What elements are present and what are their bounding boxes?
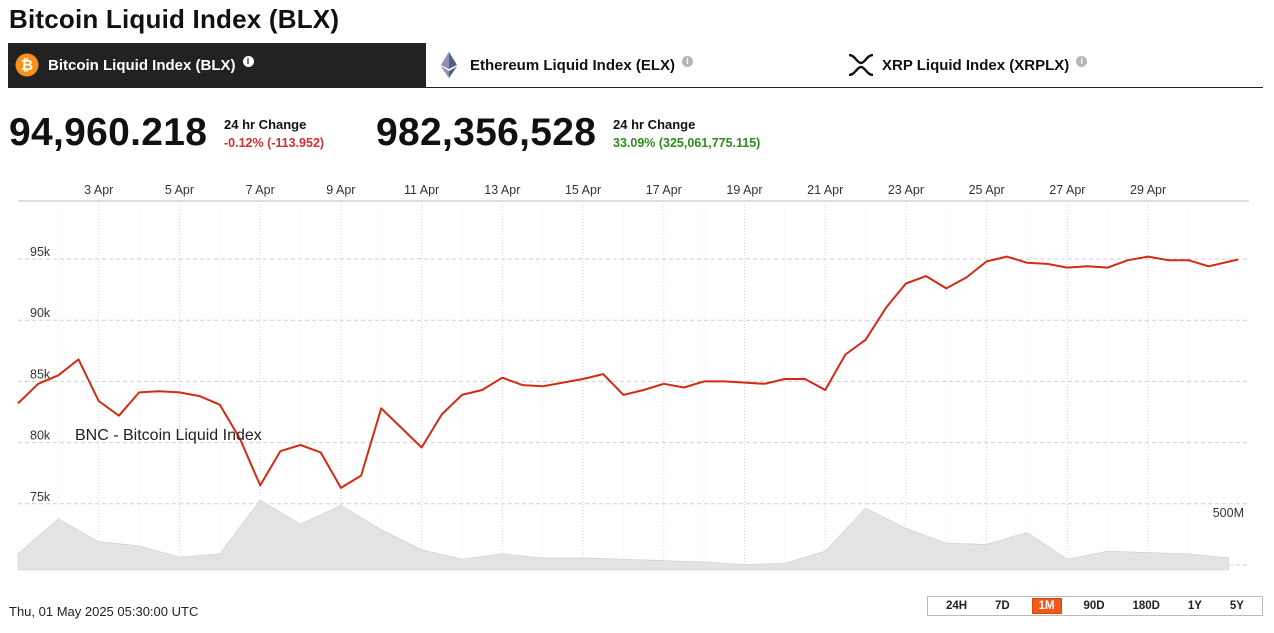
index-change-label: 24 hr Change <box>224 117 307 132</box>
index-tabs: ₿ Bitcoin Liquid Index (BLX) i Ethereum … <box>8 43 1263 88</box>
tab-elx[interactable]: Ethereum Liquid Index (ELX) i <box>436 43 836 87</box>
x-tick-label: 21 Apr <box>807 183 843 197</box>
volume-change-value: 33.09% (325,061,775.115) <box>613 136 761 150</box>
y-tick-label: 90k <box>30 306 51 320</box>
range-button-24h[interactable]: 24H <box>945 600 968 612</box>
x-tick-label: 11 Apr <box>404 183 439 197</box>
info-icon[interactable]: i <box>1076 55 1088 67</box>
svg-text:₿: ₿ <box>21 57 33 74</box>
range-button-180d[interactable]: 180D <box>1132 600 1160 612</box>
index-change-value: -0.12% (-113.952) <box>224 136 325 150</box>
tab-xrplx-label: XRP Liquid Index (XRPLX) <box>882 56 1070 74</box>
tab-blx-label: Bitcoin Liquid Index (BLX) <box>48 56 236 74</box>
x-tick-label: 7 Apr <box>246 183 275 197</box>
x-tick-label: 29 Apr <box>1130 183 1166 197</box>
index-value: 94,960.218 <box>9 111 208 154</box>
volume-scale-label: 500M <box>1213 506 1244 520</box>
bitcoin-icon: ₿ <box>14 52 40 78</box>
range-button-7d[interactable]: 7D <box>994 600 1010 612</box>
x-tick-label: 25 Apr <box>969 183 1005 197</box>
x-tick-label: 19 Apr <box>726 183 762 197</box>
chart-timestamp: Thu, 01 May 2025 05:30:00 UTC <box>9 604 199 619</box>
x-tick-label: 9 Apr <box>326 183 355 197</box>
volume-change-label: 24 hr Change <box>613 117 696 132</box>
range-button-1y[interactable]: 1Y <box>1187 600 1202 612</box>
ethereum-icon <box>436 52 462 78</box>
y-tick-label: 85k <box>30 367 51 381</box>
x-tick-label: 13 Apr <box>484 183 520 197</box>
range-button-90d[interactable]: 90D <box>1083 600 1105 612</box>
x-tick-label: 3 Apr <box>84 183 113 197</box>
range-button-5y[interactable]: 5Y <box>1229 600 1244 612</box>
tab-elx-label: Ethereum Liquid Index (ELX) <box>470 56 676 74</box>
tab-blx[interactable]: ₿ Bitcoin Liquid Index (BLX) i <box>8 43 426 87</box>
page-title: Bitcoin Liquid Index (BLX) <box>9 4 340 34</box>
range-selector: 24H 7D 1M 90D 180D 1Y 5Y <box>927 596 1263 616</box>
y-tick-label: 80k <box>30 429 51 443</box>
x-tick-label: 15 Apr <box>565 183 601 197</box>
info-icon[interactable]: i <box>242 55 254 67</box>
y-tick-label: 95k <box>30 245 51 259</box>
range-button-1m[interactable]: 1M <box>1031 598 1062 614</box>
volume-area <box>17 499 1230 571</box>
info-icon[interactable]: i <box>682 55 694 67</box>
x-tick-label: 23 Apr <box>888 183 924 197</box>
series-label: BNC - Bitcoin Liquid Index <box>75 427 262 444</box>
y-tick-label: 75k <box>30 490 51 504</box>
volume-value: 982,356,528 <box>376 111 597 154</box>
xrp-icon <box>848 52 874 78</box>
x-tick-label: 17 Apr <box>646 183 682 197</box>
price-line <box>17 255 1239 489</box>
x-tick-label: 5 Apr <box>165 183 194 197</box>
x-tick-label: 27 Apr <box>1049 183 1085 197</box>
tab-xrplx[interactable]: XRP Liquid Index (XRPLX) i <box>848 43 1248 87</box>
price-chart[interactable]: 3 Apr 5 Apr 7 Apr 9 Apr 11 Apr 13 Apr 15 Apr 17… <box>0 170 1274 590</box>
